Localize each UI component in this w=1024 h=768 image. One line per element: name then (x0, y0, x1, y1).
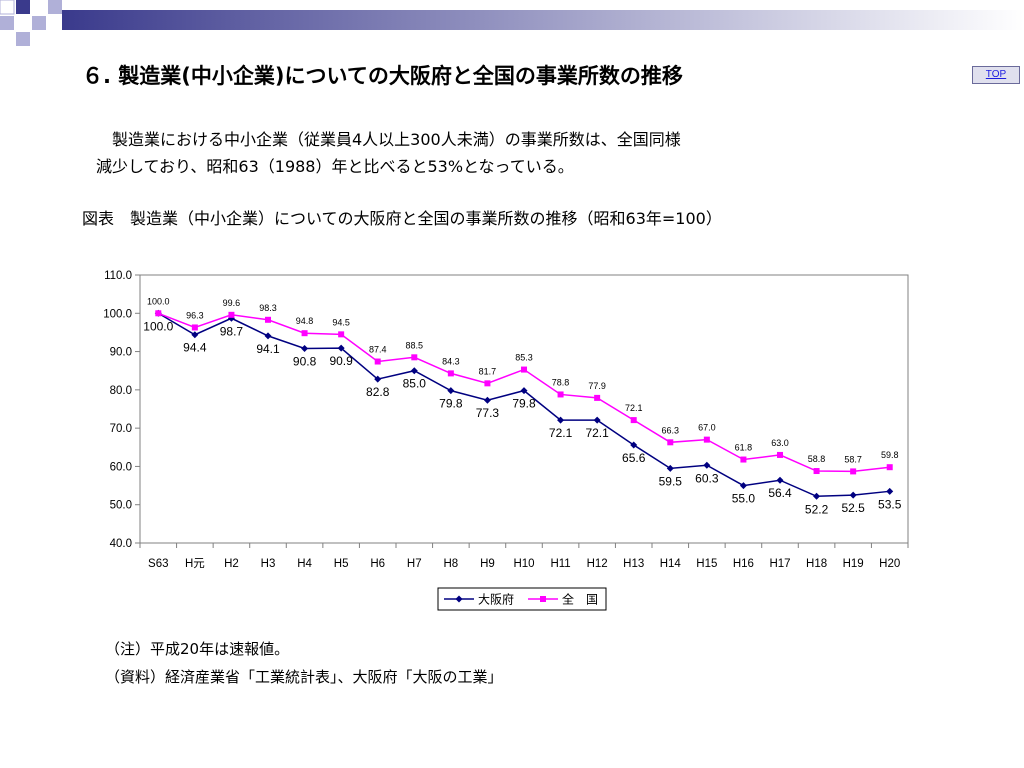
data-point (850, 468, 856, 474)
data-label: 77.3 (476, 406, 500, 420)
data-label: 98.7 (220, 324, 244, 338)
data-point (740, 457, 746, 463)
data-label: 52.2 (805, 502, 829, 516)
data-label: 100.0 (147, 296, 170, 306)
data-label: 79.8 (512, 397, 536, 411)
note-source: （資料）経済産業省「工業統計表」、大阪府「大阪の工業」 (105, 666, 503, 687)
data-label: 61.8 (735, 443, 753, 453)
legend-label: 大阪府 (478, 592, 514, 607)
data-label: 59.8 (881, 450, 899, 460)
y-tick-label: 40.0 (110, 538, 132, 550)
data-point (155, 310, 161, 316)
data-point (448, 370, 454, 376)
data-point (631, 417, 637, 423)
data-label: 52.5 (841, 501, 865, 515)
x-tick-label: H20 (879, 558, 900, 570)
y-tick-label: 70.0 (110, 423, 132, 435)
data-point (704, 437, 710, 443)
data-label: 85.3 (515, 353, 533, 363)
x-tick-label: H14 (660, 558, 682, 570)
legend-label: 全 国 (562, 592, 598, 607)
data-label: 78.8 (552, 377, 570, 387)
x-tick-label: H6 (370, 558, 385, 570)
data-label: 85.0 (403, 377, 427, 391)
x-tick-label: H16 (733, 558, 754, 570)
x-tick-label: H2 (224, 558, 239, 570)
data-label: 65.6 (622, 451, 646, 465)
data-label: 79.8 (439, 397, 463, 411)
x-tick-label: H15 (696, 558, 717, 570)
x-tick-label: H19 (843, 558, 864, 570)
data-point (265, 317, 271, 323)
data-point (411, 354, 417, 360)
data-label: 58.8 (808, 454, 826, 464)
data-point (777, 452, 783, 458)
data-label: 90.8 (293, 355, 317, 369)
chart-axes: 40.0 50.0 60.0 70.0 80.0 90.0 100.0 110.0 S63 H元 H… (103, 270, 908, 570)
x-tick-label: H7 (407, 558, 422, 570)
x-tick-label: H4 (297, 558, 312, 570)
data-label: 82.8 (366, 385, 390, 399)
data-label: 94.4 (183, 341, 207, 355)
chart-legend: 大阪府 全 国 (438, 588, 606, 610)
data-label: 87.4 (369, 345, 387, 355)
data-label: 94.8 (296, 316, 314, 326)
x-tick-label: H18 (806, 558, 827, 570)
data-label: 94.5 (332, 317, 350, 327)
data-point (558, 391, 564, 397)
data-point (192, 324, 198, 330)
data-point (667, 439, 673, 445)
data-label: 63.0 (771, 438, 789, 448)
data-label: 77.9 (588, 381, 606, 391)
data-point (375, 359, 381, 365)
y-tick-label: 100.0 (103, 308, 132, 320)
data-label: 94.1 (256, 342, 280, 356)
note-preliminary: （注）平成20年は速報値。 (105, 638, 289, 659)
data-label: 72.1 (625, 403, 643, 413)
legend-marker (540, 596, 546, 602)
x-tick-label: S63 (148, 558, 168, 570)
y-tick-label: 80.0 (110, 385, 132, 397)
y-tick-label: 50.0 (110, 500, 132, 512)
data-label: 58.7 (844, 454, 862, 464)
data-point (521, 367, 527, 373)
data-label: 72.1 (549, 426, 573, 440)
x-tick-label: H8 (444, 558, 459, 570)
data-label: 96.3 (186, 310, 204, 320)
x-tick-label: H12 (587, 558, 608, 570)
data-label: 55.0 (732, 492, 756, 506)
data-label: 53.5 (878, 497, 902, 511)
data-point (594, 395, 600, 401)
data-label: 100.0 (143, 319, 173, 333)
y-tick-label: 60.0 (110, 461, 132, 473)
x-tick-label: H10 (513, 558, 534, 570)
data-label: 67.0 (698, 423, 716, 433)
data-label: 72.1 (585, 426, 609, 440)
data-label: 88.5 (406, 340, 424, 350)
data-label: 98.3 (259, 303, 277, 313)
data-point (338, 331, 344, 337)
data-point (484, 380, 490, 386)
data-point (887, 464, 893, 470)
x-tick-label: H5 (334, 558, 349, 570)
data-point (814, 468, 820, 474)
data-label: 56.4 (768, 486, 792, 500)
y-tick-label: 110.0 (104, 270, 132, 282)
data-label: 81.7 (479, 366, 497, 376)
x-tick-label: H17 (769, 558, 790, 570)
data-label: 84.3 (442, 356, 460, 366)
data-label: 59.5 (659, 474, 683, 488)
x-tick-label: H元 (185, 558, 205, 570)
data-label: 60.3 (695, 471, 719, 485)
x-tick-label: H9 (480, 558, 495, 570)
x-tick-label: H13 (623, 558, 644, 570)
data-label: 99.6 (223, 298, 241, 308)
x-tick-label: H3 (261, 558, 276, 570)
y-tick-label: 90.0 (110, 347, 132, 359)
data-label: 90.9 (329, 354, 353, 368)
data-point (228, 312, 234, 318)
data-point (302, 330, 308, 336)
x-tick-label: H11 (550, 558, 570, 570)
data-label: 66.3 (662, 425, 680, 435)
